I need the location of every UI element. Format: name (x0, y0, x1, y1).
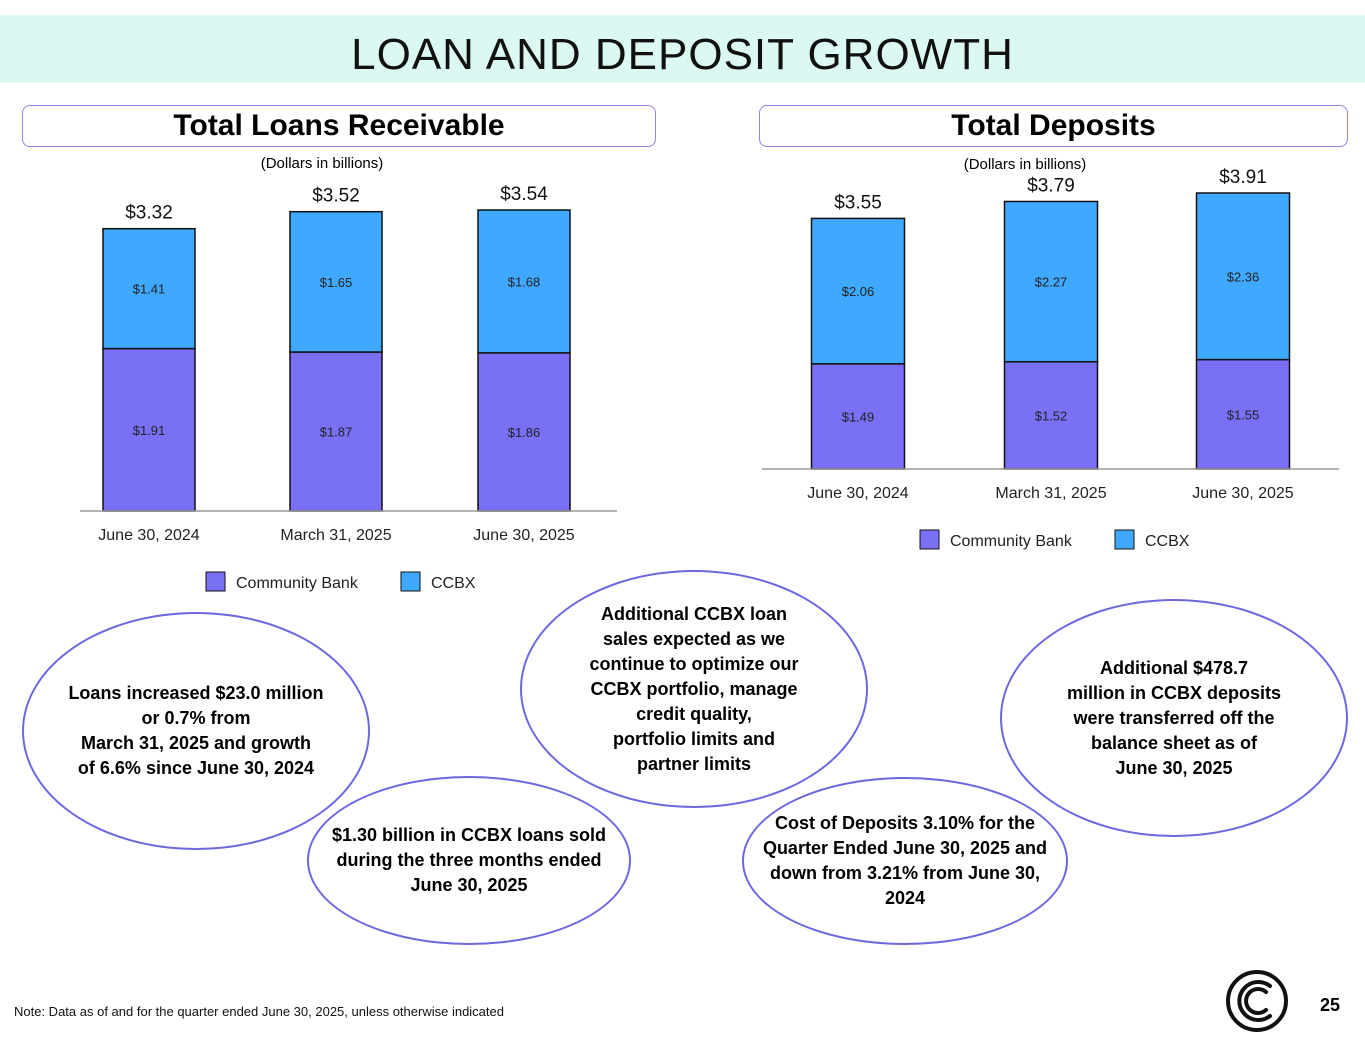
page-title: LOAN AND DEPOSIT GROWTH (351, 30, 1014, 79)
deposits-bar-community-bank-0 (810, 363, 906, 470)
loans-growth-callout: Loans increased $23.0 million or 0.7% fr… (22, 612, 370, 850)
footnote: Note: Data as of and for the quarter end… (14, 1004, 504, 1019)
loans-bar-ccbx-0 (102, 227, 196, 350)
deposits-data-label-ccbx-0: $2.06 (842, 284, 875, 299)
cost-of-deposits-callout: Cost of Deposits 3.10% for the Quarter E… (742, 777, 1068, 945)
loans-bar-ccbx-2 (477, 209, 571, 354)
loan-sales-expected-callout: Additional CCBX loan sales expected as w… (520, 570, 868, 808)
loans-x-tick-label-2: June 30, 2025 (473, 527, 575, 544)
loans-sold-callout: $1.30 billion in CCBX loans sold during … (307, 776, 631, 945)
company-logo-icon (1226, 970, 1288, 1032)
loans-x-tick-label-0: June 30, 2024 (98, 527, 200, 544)
loans-data-label-ccbx-0: $1.41 (133, 282, 166, 297)
deposits-legend-label-ccbx: CCBX (1145, 533, 1190, 550)
loans-data-label-community-bank-0: $1.91 (133, 423, 166, 438)
loans-x-tick-label-1: March 31, 2025 (280, 527, 391, 544)
loans-bar-ccbx-1 (289, 210, 383, 353)
deposits-transferred-callout: Additional $478.7 million in CCBX deposi… (1000, 599, 1348, 837)
loans-data-label-community-bank-2: $1.86 (508, 425, 541, 440)
deposits-data-label-community-bank-1: $1.52 (1035, 408, 1068, 423)
loans-units-subtitle: (Dollars in billions) (261, 155, 384, 172)
loans-legend-label-community-bank: Community Bank (236, 575, 359, 592)
loans-legend-swatch-community-bank (205, 571, 226, 592)
deposits-transferred-text: Additional $478.7 million in CCBX deposi… (1066, 657, 1281, 778)
deposits-units-subtitle: (Dollars in billions) (964, 156, 1087, 173)
deposits-total-label-0: $3.55 (834, 192, 882, 213)
deposits-data-label-ccbx-1: $2.27 (1035, 275, 1068, 290)
deposits-data-label-ccbx-2: $2.36 (1227, 269, 1260, 284)
deposits-panel-header: Total Deposits (759, 105, 1348, 147)
loans-legend-label-ccbx: CCBX (431, 575, 476, 592)
deposits-legend-swatch-ccbx (1114, 529, 1135, 550)
loans-sold-text: $1.30 billion in CCBX loans sold during … (331, 825, 607, 895)
deposits-data-label-community-bank-2: $1.55 (1227, 407, 1260, 422)
page-number: 25 (1320, 995, 1341, 1015)
deposits-x-tick-label-2: June 30, 2025 (1192, 485, 1294, 502)
deposits-total-label-2: $3.91 (1219, 167, 1267, 188)
loans-panel-header: Total Loans Receivable (22, 105, 656, 147)
loans-legend-swatch-ccbx (400, 571, 421, 592)
cost-of-deposits-text: Cost of Deposits 3.10% for the Quarter E… (762, 813, 1048, 908)
loans-data-label-ccbx-2: $1.68 (508, 274, 541, 289)
loans-data-label-ccbx-1: $1.65 (320, 275, 353, 290)
loans-data-label-community-bank-1: $1.87 (320, 424, 353, 439)
deposits-legend-label-community-bank: Community Bank (950, 533, 1073, 550)
loans-total-label-1: $3.52 (312, 186, 360, 207)
deposits-bar-ccbx-0 (810, 217, 906, 365)
loan-sales-expected-text: Additional CCBX loan sales expected as w… (589, 603, 799, 774)
deposits-bar-ccbx-1 (1003, 200, 1099, 363)
loans-bar-community-bank-2 (477, 352, 571, 512)
deposits-bar-ccbx-2 (1195, 192, 1291, 361)
deposits-x-tick-label-1: March 31, 2025 (995, 485, 1106, 502)
deposits-total-label-1: $3.79 (1027, 175, 1075, 196)
loans-growth-text: Loans increased $23.0 million or 0.7% fr… (68, 683, 324, 778)
loans-total-label-2: $3.54 (500, 184, 548, 205)
deposits-x-tick-label-0: June 30, 2024 (807, 485, 909, 502)
deposits-bar-community-bank-2 (1195, 358, 1291, 470)
deposits-legend-swatch-community-bank (919, 529, 940, 550)
loans-total-label-0: $3.32 (125, 203, 173, 224)
title-banner (0, 15, 1365, 83)
deposits-data-label-community-bank-0: $1.49 (842, 409, 875, 424)
